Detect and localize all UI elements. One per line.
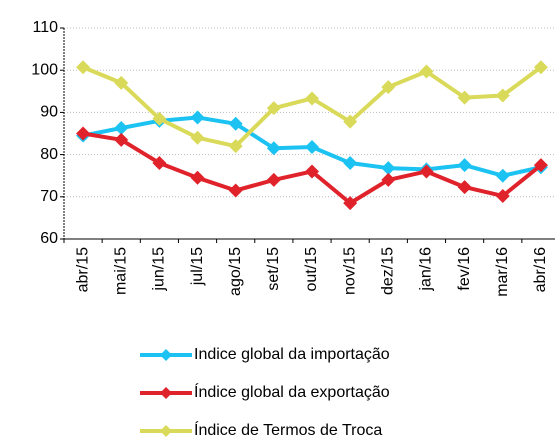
marker <box>419 64 434 79</box>
series-line <box>82 65 543 149</box>
y-tick-label: 80 <box>40 146 58 163</box>
y-tick-label: 60 <box>40 230 58 247</box>
marker <box>533 60 548 75</box>
x-tick-label: fev/16 <box>456 247 473 291</box>
x-tick-label: jan/16 <box>418 247 435 292</box>
x-tick-label: mai/15 <box>112 247 129 295</box>
marker <box>495 88 510 103</box>
marker <box>76 60 91 75</box>
marker <box>381 161 396 176</box>
marker <box>457 180 472 195</box>
marker <box>228 183 243 198</box>
marker <box>266 172 281 187</box>
marker <box>152 111 167 126</box>
marker <box>305 91 319 106</box>
marker <box>305 140 319 155</box>
y-tick-label: 100 <box>31 61 58 78</box>
y-tick-label: 70 <box>40 188 58 205</box>
marker <box>495 168 510 183</box>
marker <box>76 126 91 141</box>
marker <box>343 156 358 171</box>
x-tick-label: dez/15 <box>380 247 397 295</box>
marker <box>190 130 205 145</box>
marker <box>114 121 129 136</box>
legend-marker <box>160 387 172 399</box>
marker <box>343 114 358 129</box>
legend-label: Índice de Termos de Troca <box>194 420 382 439</box>
marker <box>305 164 319 179</box>
x-tick-label: abr/15 <box>74 247 91 292</box>
y-tick-label: 110 <box>32 19 58 36</box>
marker <box>457 90 472 105</box>
legend-marker <box>160 349 172 361</box>
x-tick-label: jul/15 <box>189 247 206 286</box>
x-tick-label: jun/15 <box>151 247 168 292</box>
marker <box>228 116 243 131</box>
legend-marker <box>160 425 172 437</box>
marker <box>533 158 548 173</box>
marker <box>495 188 510 203</box>
x-tick-label: ago/15 <box>227 247 244 296</box>
x-tick-label: set/15 <box>265 247 282 291</box>
legend-label: Indice global da importação <box>194 346 390 363</box>
marker <box>266 141 281 156</box>
marker <box>381 80 396 95</box>
marker <box>266 101 281 116</box>
marker <box>152 156 167 171</box>
x-tick-label: out/15 <box>303 247 320 292</box>
marker <box>190 170 205 185</box>
x-tick-label: nov/15 <box>341 247 358 295</box>
marker <box>419 164 434 179</box>
marker <box>228 139 243 154</box>
marker <box>457 158 472 173</box>
y-tick-label: 90 <box>40 104 58 121</box>
x-tick-label: mar/16 <box>494 247 511 297</box>
marker <box>114 132 129 147</box>
marker <box>381 172 396 187</box>
marker <box>190 110 205 125</box>
legend-label: Índice global da exportação <box>194 382 390 401</box>
marker <box>114 75 129 90</box>
marker <box>343 196 358 211</box>
x-tick-label: abr/16 <box>532 247 549 292</box>
